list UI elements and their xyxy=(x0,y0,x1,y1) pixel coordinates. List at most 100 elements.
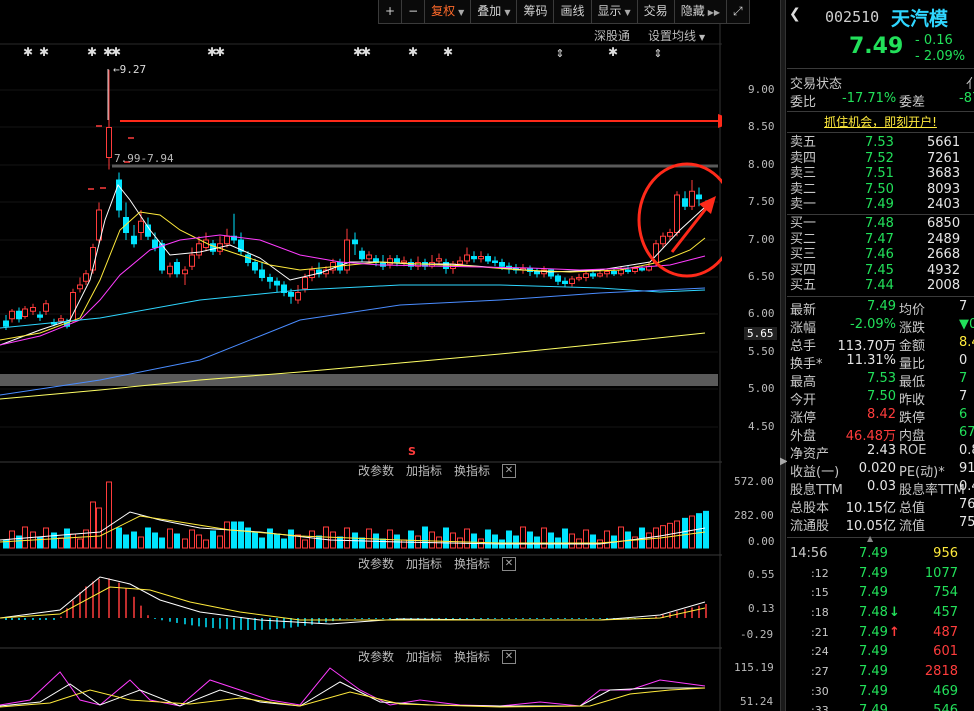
caret-up-icon[interactable]: ▲ xyxy=(867,533,874,543)
change-params-button[interactable]: 改参数 xyxy=(357,464,394,478)
kline-chart-area[interactable]: ✱ ✱ ✱ ✱ ✱ ✱ ✱ ✱ ✱ ✱ ✱ ✱ ⇕ ⇕ ←9.27 7.99-7.94 S + − 复权 ▼ 叠加… xyxy=(0,0,780,711)
candle-body xyxy=(159,243,165,271)
tick-row: :24 7.49 601 xyxy=(787,642,974,662)
volume-bar xyxy=(281,538,287,549)
panel-divider[interactable]: ▶ xyxy=(780,0,788,711)
volume-tick: 572.00 xyxy=(734,475,774,488)
tick-row: :33 7.49 546 xyxy=(787,701,974,711)
event-star-icon: ✱ xyxy=(215,45,225,59)
xianshi-button[interactable]: 显示 ▼ xyxy=(591,0,638,24)
stat-value: 7.50 xyxy=(867,388,896,404)
volume-bar xyxy=(267,528,273,549)
ask-row[interactable]: 卖二 7.50 8093 xyxy=(787,182,974,198)
zoom-out-button[interactable]: − xyxy=(402,0,426,24)
volume-tick: 0.00 xyxy=(748,535,775,548)
candle-body xyxy=(3,320,9,327)
current-level-tick: 5.65 xyxy=(744,327,777,340)
stock-name[interactable]: 天汽模 xyxy=(891,8,949,30)
ask-row[interactable]: 卖五 7.53 5661 xyxy=(787,135,974,151)
stat-row: 最新 7.49 均价 7 xyxy=(787,299,974,318)
chouma-button[interactable]: 筹码 xyxy=(517,0,555,24)
switch-indicator-button[interactable]: 换指标 xyxy=(453,650,490,664)
stat-label: 流值 xyxy=(899,518,926,534)
price-tick: 7.50 xyxy=(748,195,775,208)
add-indicator-button[interactable]: 加指标 xyxy=(405,464,442,478)
collapse-handle-icon[interactable]: ▶ xyxy=(780,456,788,467)
bid-price: 7.47 xyxy=(865,231,894,247)
kline-svg[interactable]: ✱ ✱ ✱ ✱✱ ✱✱ ✱✱ ✱ ✱ ✱⇕ ⇕←9.277.99-7.94S xyxy=(0,0,722,711)
bid-row[interactable]: 买五 7.44 2008 xyxy=(787,278,974,294)
open-account-link[interactable]: 抓住机会，即刻开户! xyxy=(824,115,937,129)
add-indicator-button[interactable]: 加指标 xyxy=(405,650,442,664)
bid-row[interactable]: 买四 7.45 4932 xyxy=(787,263,974,279)
set-ma-button[interactable]: 设置均线 ▼ xyxy=(648,27,705,44)
close-icon[interactable]: ✕ xyxy=(502,463,516,478)
fuquan-button[interactable]: 复权 ▼ xyxy=(425,0,472,24)
expand-icon[interactable]: ⤢ xyxy=(727,0,750,24)
zoom-in-button[interactable]: + xyxy=(379,0,403,24)
bid-label: 买二 xyxy=(790,231,817,247)
high-price-label: ←9.27 xyxy=(113,63,146,76)
volume-bar xyxy=(632,536,638,549)
tick-time: :21 xyxy=(811,625,829,639)
stat-row: 今开 7.50 昨收 7 xyxy=(787,388,974,408)
volume-bar xyxy=(660,525,666,549)
tick-price: 7.49 xyxy=(859,644,888,660)
candle-body xyxy=(267,277,273,282)
bid-label: 买一 xyxy=(790,215,817,231)
quote-panel: ❮ 002510 天汽模 7.49 - 0.16 - 2.09% 交易状态 亻 … xyxy=(787,0,974,711)
volume-bar xyxy=(159,537,165,549)
event-star-icon: ✱ xyxy=(23,45,33,59)
change-params-button[interactable]: 改参数 xyxy=(357,650,394,664)
switch-indicator-button[interactable]: 换指标 xyxy=(453,557,490,571)
ask-row[interactable]: 卖三 7.51 3683 xyxy=(787,166,974,182)
ask-row[interactable]: 卖一 7.49 2403 xyxy=(787,197,974,213)
change-params-button[interactable]: 改参数 xyxy=(357,557,394,571)
candle-body xyxy=(562,280,568,284)
stat-label: 昨收 xyxy=(899,392,926,408)
volume-bar xyxy=(548,532,554,549)
shen-gu-tong-link[interactable]: 深股通 xyxy=(594,29,631,43)
yincang-button[interactable]: 隐藏 ▶▶ xyxy=(674,0,728,24)
switch-indicator-button[interactable]: 换指标 xyxy=(453,464,490,478)
jiaoyi-button[interactable]: 交易 xyxy=(637,0,675,24)
add-indicator-button[interactable]: 加指标 xyxy=(405,557,442,571)
annotation-arrowhead xyxy=(699,196,716,214)
stat-value: 8.4 xyxy=(959,334,974,350)
yincang-label: 隐藏 xyxy=(680,4,705,18)
volume-bar xyxy=(569,533,575,549)
volume-bar xyxy=(210,530,216,549)
candle-body xyxy=(625,269,631,272)
price-tick: 8.00 xyxy=(748,158,775,171)
volume-bar xyxy=(309,530,315,549)
event-star-icon: ✱ xyxy=(87,45,97,59)
volume-panel-tools: 改参数 加指标 换指标 ✕ xyxy=(358,462,516,479)
bid-row[interactable]: 买一 7.48 6850 xyxy=(787,216,974,232)
bid-price: 7.45 xyxy=(865,262,894,278)
candle-body xyxy=(492,260,498,263)
close-icon[interactable]: ✕ xyxy=(502,649,516,664)
huaxian-button[interactable]: 画线 xyxy=(554,0,592,24)
bid-row[interactable]: 买二 7.47 2489 xyxy=(787,232,974,248)
close-icon[interactable]: ✕ xyxy=(502,556,516,571)
volume-bar xyxy=(83,529,89,549)
bid-row[interactable]: 买三 7.46 2668 xyxy=(787,247,974,263)
back-icon[interactable]: ❮ xyxy=(789,6,801,22)
tick-price: 7.49 xyxy=(859,664,888,680)
stat-label: 涨停 xyxy=(790,410,817,426)
weibi-value: -17.71% xyxy=(842,91,897,106)
candle-body xyxy=(667,232,673,237)
candle-body xyxy=(138,220,144,233)
event-star-icon: ✱ xyxy=(408,45,418,59)
volume-bar xyxy=(513,535,519,549)
tick-list-handle[interactable]: ▲ xyxy=(787,534,974,544)
tick-time: :27 xyxy=(811,665,829,679)
ask-row[interactable]: 卖四 7.52 7261 xyxy=(787,151,974,167)
volume-bar xyxy=(583,529,589,549)
diejia-button[interactable]: 叠加 ▼ xyxy=(471,0,518,24)
candle-body xyxy=(58,318,64,322)
candle-body xyxy=(401,260,407,263)
stat-value: 0.03 xyxy=(867,478,896,494)
